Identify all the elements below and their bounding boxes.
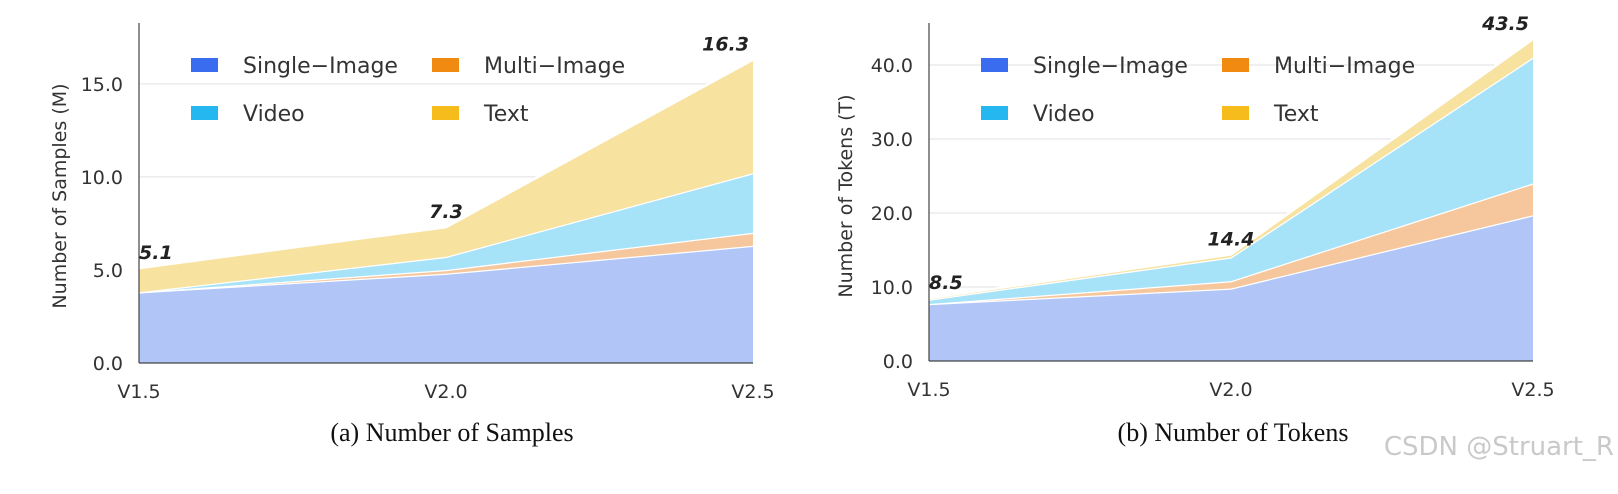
y-tick-label: 10.0 <box>81 167 123 189</box>
total-label: 16.3 <box>702 34 749 56</box>
y-tick-label: 0.0 <box>883 351 913 373</box>
watermark: CSDN @Struart_R <box>1383 432 1614 462</box>
legend-label-video: Video <box>1033 102 1095 127</box>
area-video <box>139 173 753 293</box>
legend-label-text: Text <box>483 102 529 127</box>
x-tick-label: V1.5 <box>117 381 160 403</box>
y-axis-label: Number of Tokens (T) <box>835 94 857 297</box>
area-multi-image <box>929 183 1533 305</box>
y-tick-label: 30.0 <box>871 129 913 151</box>
y-tick-label: 15.0 <box>81 74 123 96</box>
legend-label-multi-image: Multi−Image <box>484 54 625 79</box>
y-tick-label: 20.0 <box>871 203 913 225</box>
total-label: 7.3 <box>429 201 463 223</box>
caption-tokens: (b) Number of Tokens <box>1117 418 1349 447</box>
y-axis-label: Number of Samples (M) <box>49 83 71 308</box>
legend-swatch-single-image <box>981 58 1008 72</box>
legend-swatch-text <box>1222 106 1249 120</box>
legend-swatch-multi-image <box>1222 58 1249 72</box>
y-tick-label: 40.0 <box>871 55 913 77</box>
total-label: 43.5 <box>1481 13 1529 35</box>
legend-swatch-video <box>191 106 218 120</box>
x-tick-label: V2.0 <box>424 381 467 403</box>
chart-1: 0.0 10.0 20.0 30.0 40.0 V1.5 V2.0 V2.5 Number of… <box>835 13 1555 401</box>
area-text <box>139 59 753 293</box>
legend-label-multi-image: Multi−Image <box>1274 54 1415 79</box>
legend-swatch-text <box>432 106 459 120</box>
total-label: 8.5 <box>929 272 963 294</box>
legend-swatch-multi-image <box>432 58 459 72</box>
x-tick-label: V1.5 <box>907 379 950 401</box>
area-edge-video <box>138 171 754 294</box>
total-label: 5.1 <box>139 242 173 264</box>
x-tick-label: V2.5 <box>731 381 774 403</box>
area-edge-text <box>928 38 1534 300</box>
total-label: 14.4 <box>1208 228 1255 250</box>
legend-label-video: Video <box>243 102 305 127</box>
legend-label-text: Text <box>1273 102 1319 127</box>
legend-swatch-video <box>981 106 1008 120</box>
x-tick-label: V2.0 <box>1209 379 1252 401</box>
y-tick-label: 5.0 <box>93 260 123 282</box>
area-single-image <box>139 245 753 363</box>
area-video <box>929 57 1533 305</box>
y-tick-label: 0.0 <box>93 353 123 375</box>
area-edge-text <box>138 58 754 270</box>
legend-label-single-image: Single−Image <box>1033 54 1188 79</box>
x-tick-label: V2.5 <box>1511 379 1554 401</box>
caption-samples: (a) Number of Samples <box>330 418 574 447</box>
chart-0: 0.0 5.0 10.0 15.0 V1.5 V2.0 V2.5 Number of Samp… <box>49 23 775 403</box>
area-single-image <box>929 215 1533 361</box>
legend-label-single-image: Single−Image <box>243 54 398 79</box>
y-tick-label: 10.0 <box>871 277 913 299</box>
legend-swatch-single-image <box>191 58 218 72</box>
